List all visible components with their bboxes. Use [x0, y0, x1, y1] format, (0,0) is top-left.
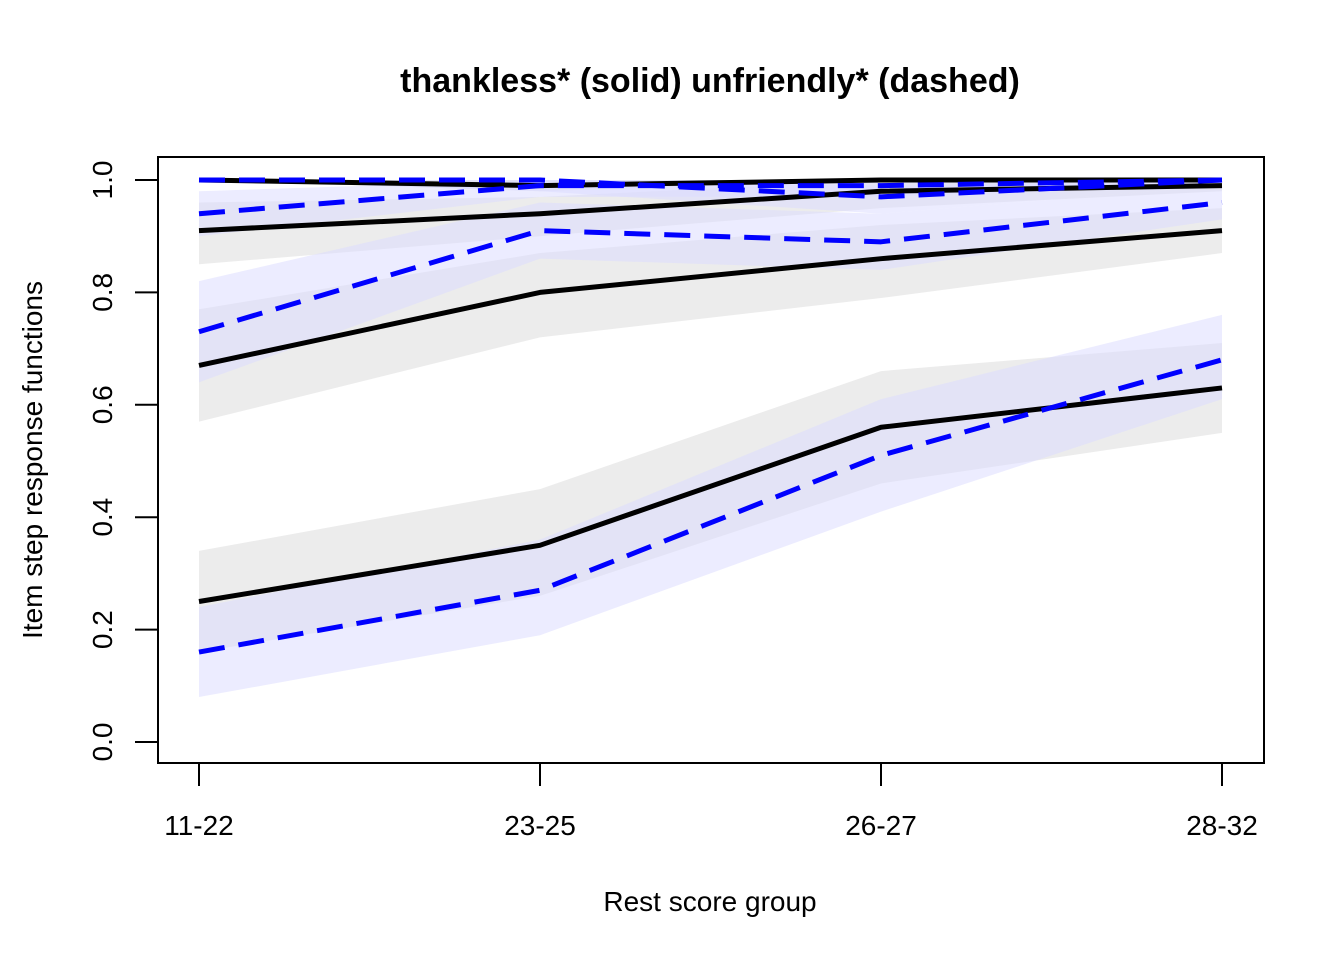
line-unfriendly-5 [198, 177, 1223, 217]
y-tick-label: 0.6 [87, 385, 118, 424]
line-thankless-0 [198, 177, 1222, 189]
band-unfriendly-7 [199, 314, 1222, 698]
y-tick-label: 0.8 [87, 273, 118, 312]
x-tick-label: 26-27 [845, 810, 917, 841]
chart-title: thankless* (solid) unfriendly* (dashed) [400, 62, 1020, 100]
y-tick-label: 1.0 [87, 161, 118, 200]
x-tick-label: 11-22 [164, 810, 234, 841]
response-lines [198, 177, 1223, 655]
y-tick-label: 0.4 [87, 498, 118, 537]
line-unfriendly-6 [198, 199, 1223, 335]
confidence-bands [199, 180, 1222, 698]
band-thankless-2 [199, 208, 1222, 422]
line-unfriendly-7 [198, 357, 1223, 655]
band-unfriendly-6 [199, 185, 1222, 383]
y-axis: 0.0 0.2 0.4 0.6 0.8 1.0 [87, 161, 159, 762]
x-axis: 11-22 23-25 26-27 28-32 [164, 762, 1258, 841]
x-axis-label: Rest score group [603, 886, 816, 917]
line-unfriendly-4 [199, 177, 1223, 200]
x-tick-label: 23-25 [504, 810, 576, 841]
line-thankless-2 [198, 228, 1223, 368]
x-tick-label: 28-32 [1186, 810, 1258, 841]
y-tick-label: 0.2 [87, 610, 118, 649]
y-axis-label: Item step response functions [17, 281, 48, 639]
y-tick-label: 0.0 [87, 723, 118, 762]
